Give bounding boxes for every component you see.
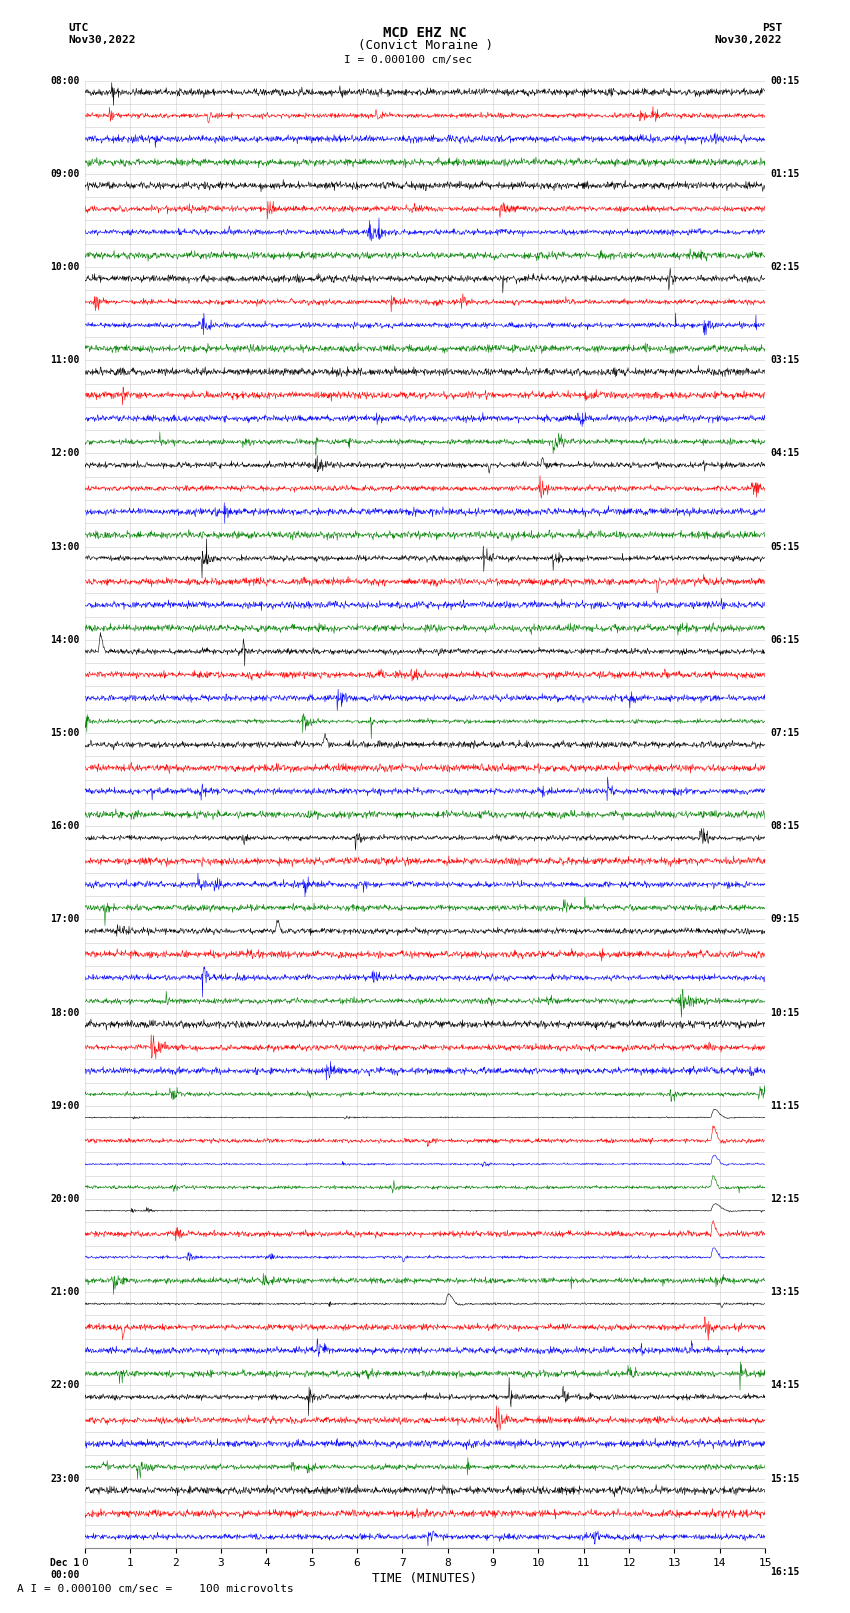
Text: 11:00: 11:00 bbox=[50, 355, 79, 365]
Text: 12:15: 12:15 bbox=[771, 1194, 800, 1203]
Text: 13:15: 13:15 bbox=[771, 1287, 800, 1297]
Text: 00:15: 00:15 bbox=[771, 76, 800, 85]
Text: Dec 1: Dec 1 bbox=[50, 1558, 79, 1568]
Text: 16:15: 16:15 bbox=[771, 1566, 800, 1578]
Text: 09:15: 09:15 bbox=[771, 915, 800, 924]
Text: 12:00: 12:00 bbox=[50, 448, 79, 458]
Text: 03:15: 03:15 bbox=[771, 355, 800, 365]
Text: 00:00: 00:00 bbox=[50, 1569, 79, 1579]
Text: 07:15: 07:15 bbox=[771, 727, 800, 739]
Text: 08:00: 08:00 bbox=[50, 76, 79, 85]
Text: 13:00: 13:00 bbox=[50, 542, 79, 552]
Text: MCD EHZ NC: MCD EHZ NC bbox=[383, 26, 467, 39]
Text: Nov30,2022: Nov30,2022 bbox=[715, 35, 782, 45]
Text: 16:00: 16:00 bbox=[50, 821, 79, 831]
Text: 14:15: 14:15 bbox=[771, 1381, 800, 1390]
Text: 20:00: 20:00 bbox=[50, 1194, 79, 1203]
Text: 10:15: 10:15 bbox=[771, 1008, 800, 1018]
Text: 01:15: 01:15 bbox=[771, 169, 800, 179]
Text: 04:15: 04:15 bbox=[771, 448, 800, 458]
Text: 02:15: 02:15 bbox=[771, 261, 800, 273]
Text: Nov30,2022: Nov30,2022 bbox=[68, 35, 135, 45]
Text: 06:15: 06:15 bbox=[771, 636, 800, 645]
Text: 17:00: 17:00 bbox=[50, 915, 79, 924]
Text: A I = 0.000100 cm/sec =    100 microvolts: A I = 0.000100 cm/sec = 100 microvolts bbox=[17, 1584, 294, 1594]
Text: I = 0.000100 cm/sec: I = 0.000100 cm/sec bbox=[344, 55, 472, 65]
Text: 22:00: 22:00 bbox=[50, 1381, 79, 1390]
X-axis label: TIME (MINUTES): TIME (MINUTES) bbox=[372, 1573, 478, 1586]
Text: 15:15: 15:15 bbox=[771, 1474, 800, 1484]
Text: 21:00: 21:00 bbox=[50, 1287, 79, 1297]
Text: (Convict Moraine ): (Convict Moraine ) bbox=[358, 39, 492, 52]
Text: 09:00: 09:00 bbox=[50, 169, 79, 179]
Text: 05:15: 05:15 bbox=[771, 542, 800, 552]
Text: UTC: UTC bbox=[68, 23, 88, 32]
Text: 18:00: 18:00 bbox=[50, 1008, 79, 1018]
Text: 19:00: 19:00 bbox=[50, 1100, 79, 1111]
Text: 11:15: 11:15 bbox=[771, 1100, 800, 1111]
Text: 08:15: 08:15 bbox=[771, 821, 800, 831]
Text: 23:00: 23:00 bbox=[50, 1474, 79, 1484]
Text: 14:00: 14:00 bbox=[50, 636, 79, 645]
Text: 10:00: 10:00 bbox=[50, 261, 79, 273]
Text: PST: PST bbox=[762, 23, 782, 32]
Text: 15:00: 15:00 bbox=[50, 727, 79, 739]
